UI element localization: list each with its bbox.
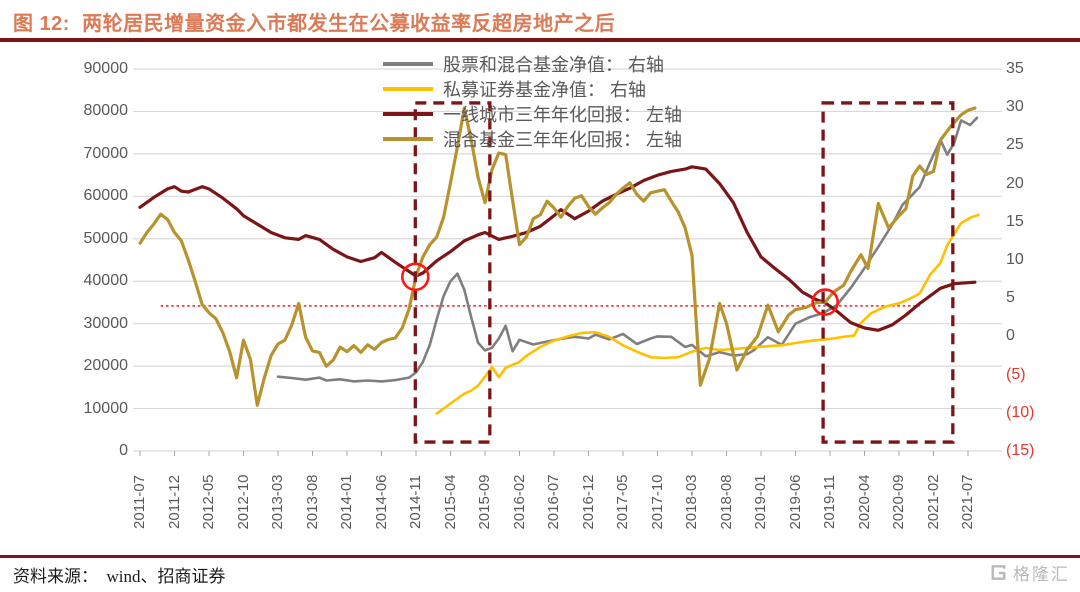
x-tick-label: 2011-07 — [131, 475, 148, 529]
right-axis-label: 0 — [1006, 327, 1015, 345]
legend-label: 一线城市三年年化回报： 左轴 — [443, 104, 682, 125]
legend-label: 私募证券基金净值： 右轴 — [443, 79, 646, 100]
page-title: 图 12: 两轮居民增量资金入市都发生在公募收益率反超房地产之后 — [13, 13, 616, 35]
x-tick-label: 2017-10 — [648, 474, 666, 530]
gelonghui-logo: 格隆汇 — [989, 560, 1070, 585]
legend-swatch — [383, 86, 433, 91]
legend-item: 混合基金三年年化回报： 左轴 — [383, 126, 682, 151]
gelonghui-icon — [991, 565, 1006, 580]
x-tick-label: 2014-01 — [338, 474, 355, 530]
legend-swatch — [383, 61, 433, 66]
right-axis-label: (10) — [1006, 403, 1035, 421]
right-axis-label: 20 — [1006, 174, 1024, 192]
x-tick-label: 2016-12 — [579, 474, 597, 530]
left-axis-label: 40000 — [83, 272, 129, 290]
x-tick-label: 2016-02 — [510, 474, 528, 530]
x-tick-label: 2014-11 — [407, 475, 424, 529]
right-axis-label: (15) — [1006, 442, 1035, 459]
legend-item: 股票和混合基金净值： 右轴 — [383, 51, 682, 76]
x-tick-label: 2016-07 — [545, 474, 562, 530]
footer-divider — [0, 555, 1080, 558]
left-axis-label: 70000 — [83, 144, 129, 162]
x-tick-label: 2018-03 — [683, 474, 700, 530]
right-axis-label: 25 — [1006, 136, 1024, 154]
x-tick-label: 2011-12 — [165, 475, 183, 529]
legend-label: 股票和混合基金净值： 右轴 — [443, 54, 664, 75]
x-tick-label: 2013-08 — [303, 474, 321, 530]
legend: 股票和混合基金净值： 右轴 私募证券基金净值： 右轴一线城市三年年化回报： 左轴混… — [383, 51, 682, 151]
x-tick-label: 2019-01 — [752, 474, 769, 530]
left-axis-label: 20000 — [83, 357, 129, 375]
right-axis-label: (5) — [1006, 365, 1026, 383]
x-tick-label: 2012-10 — [234, 474, 252, 530]
right-axis-label: 5 — [1006, 289, 1015, 307]
x-tick-label: 2015-04 — [441, 474, 459, 530]
legend-swatch — [383, 111, 433, 116]
legend-item: 私募证券基金净值： 右轴 — [383, 76, 682, 101]
x-tick-label: 2019-11 — [821, 475, 838, 529]
x-tick-label: 2021-02 — [924, 474, 942, 530]
left-axis-label: 90000 — [83, 60, 129, 77]
legend-label: 混合基金三年年化回报： 左轴 — [443, 129, 682, 150]
right-axis-label: 10 — [1006, 251, 1024, 268]
left-axis-label: 60000 — [83, 187, 129, 205]
x-tick-label: 2019-06 — [786, 474, 804, 530]
right-axis-label: 30 — [1006, 98, 1024, 116]
x-tick-label: 2015-09 — [476, 474, 493, 530]
x-tick-label: 2013-03 — [269, 474, 286, 530]
right-axis-label: 35 — [1006, 60, 1024, 77]
x-tick-label: 2018-08 — [717, 474, 735, 530]
left-axis-label: 10000 — [83, 399, 129, 417]
title-divider — [0, 38, 1080, 42]
x-tick-label: 2020-04 — [855, 474, 873, 530]
legend-item: 一线城市三年年化回报： 左轴 — [383, 101, 682, 126]
left-axis-label: 50000 — [83, 229, 129, 247]
x-tick-label: 2014-06 — [372, 474, 390, 530]
x-tick-label: 2017-05 — [614, 474, 631, 530]
x-tick-label: 2012-05 — [200, 474, 217, 530]
left-axis-label: 0 — [119, 442, 128, 459]
right-axis-label: 15 — [1006, 212, 1024, 230]
legend-swatch — [383, 136, 433, 141]
source-note: 资料来源： wind、招商证券 — [13, 567, 226, 586]
x-tick-label: 2021-07 — [959, 474, 976, 530]
left-axis-label: 30000 — [83, 314, 129, 332]
gelonghui-text: 格隆汇 — [1013, 565, 1070, 584]
x-tick-label: 2020-09 — [890, 474, 907, 530]
left-axis-label: 80000 — [83, 102, 129, 120]
